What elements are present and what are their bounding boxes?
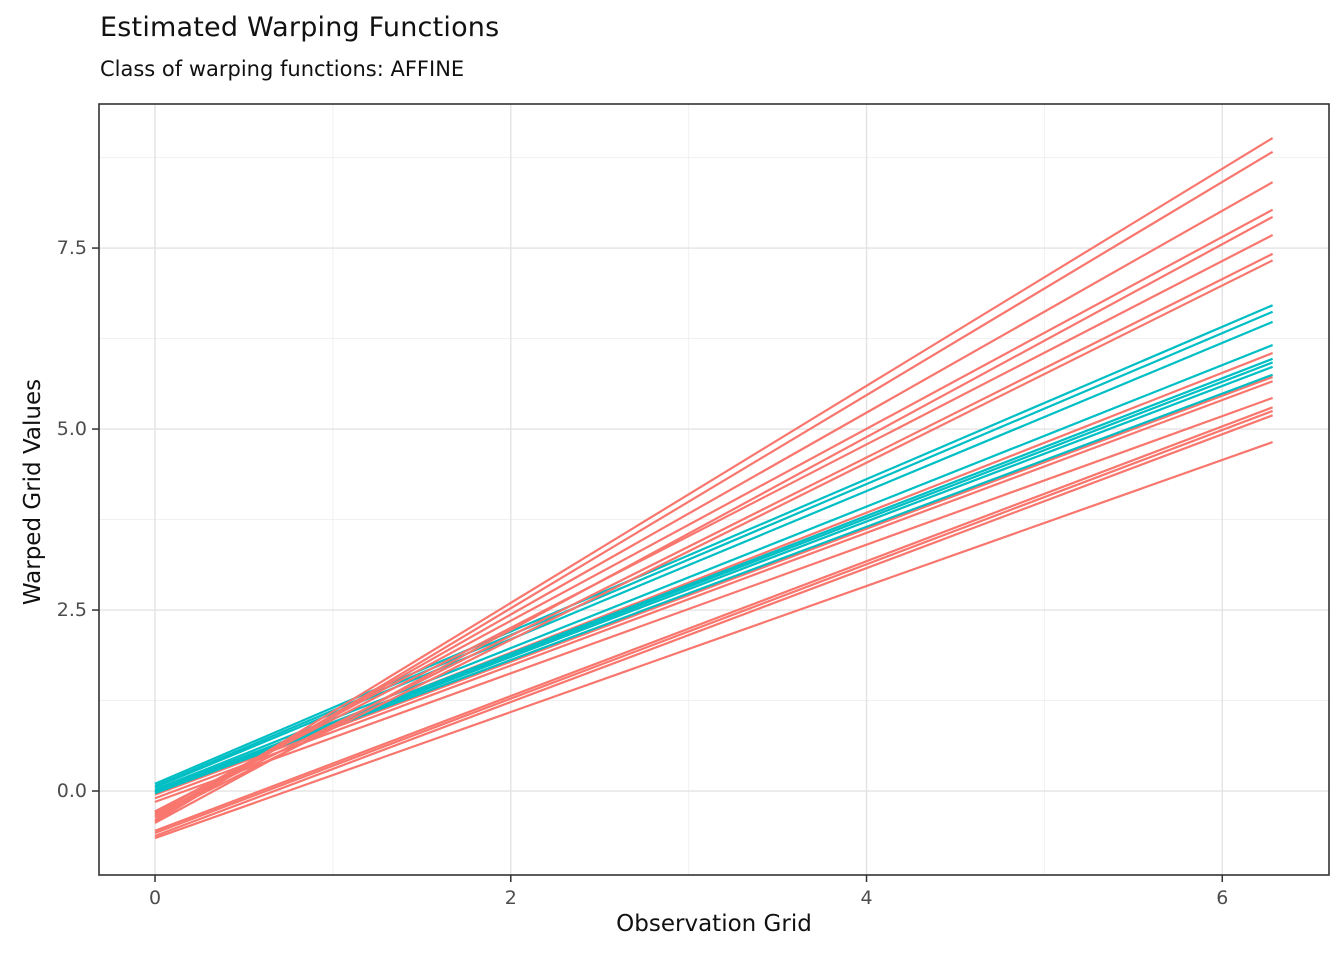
warping-function-line-salmon — [154, 259, 1274, 819]
warping-function-line-teal — [154, 304, 1274, 785]
warping-function-line-salmon — [154, 208, 1274, 814]
x-axis-title: Observation Grid — [616, 911, 812, 937]
warping-function-line-salmon — [154, 406, 1274, 832]
x-tick-label: 2 — [505, 887, 517, 909]
warping-function-line-salmon — [154, 234, 1274, 813]
y-tick-label: 5.0 — [57, 418, 87, 440]
warping-function-line-salmon — [154, 441, 1273, 840]
warping-function-line-salmon — [154, 380, 1273, 800]
x-tick-label: 6 — [1216, 887, 1228, 909]
y-tick-label: 2.5 — [57, 599, 87, 621]
warping-function-line-salmon — [154, 181, 1274, 818]
panel-border — [98, 103, 1330, 876]
y-tick-label: 0.0 — [57, 780, 87, 802]
warping-function-line-salmon — [154, 409, 1274, 835]
chart-title: Estimated Warping Functions — [100, 12, 500, 43]
warping-function-line-salmon — [154, 414, 1274, 837]
warping-function-line-salmon — [154, 396, 1273, 803]
x-tick-label: 0 — [149, 887, 161, 909]
chart-subtitle: Class of warping functions: AFFINE — [100, 57, 465, 81]
y-axis-title: Warped Grid Values — [20, 378, 46, 606]
warping-function-line-salmon — [154, 137, 1274, 821]
y-tick-label: 7.5 — [57, 237, 87, 259]
x-tick-label: 4 — [860, 887, 872, 909]
warping-function-line-teal — [154, 357, 1274, 793]
warping-function-line-salmon — [154, 252, 1274, 816]
panel-background — [99, 104, 1329, 875]
